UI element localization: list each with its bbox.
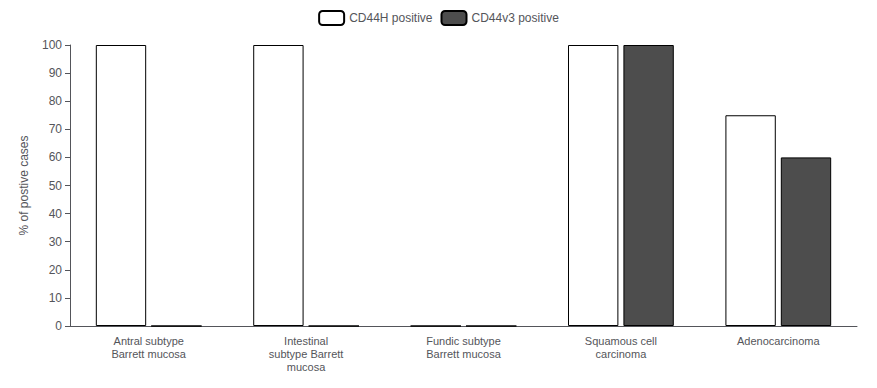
svg-text:Squamous cell: Squamous cell bbox=[585, 335, 657, 347]
svg-text:Fundic subtype: Fundic subtype bbox=[426, 335, 501, 347]
svg-text:60: 60 bbox=[49, 150, 63, 164]
svg-text:CD44v3 positive: CD44v3 positive bbox=[471, 11, 559, 25]
svg-text:mucosa: mucosa bbox=[287, 361, 326, 373]
svg-text:Adenocarcinoma: Adenocarcinoma bbox=[737, 335, 820, 347]
svg-text:10: 10 bbox=[49, 291, 63, 305]
svg-text:0: 0 bbox=[55, 319, 62, 333]
svg-text:100: 100 bbox=[42, 38, 62, 52]
svg-text:CD44H positive: CD44H positive bbox=[349, 11, 433, 25]
svg-text:80: 80 bbox=[49, 94, 63, 108]
svg-text:50: 50 bbox=[49, 179, 63, 193]
svg-text:Barrett mucosa: Barrett mucosa bbox=[426, 348, 501, 360]
svg-text:70: 70 bbox=[49, 122, 63, 136]
svg-text:subtype Barrett: subtype Barrett bbox=[269, 348, 344, 360]
svg-text:Barrett mucosa: Barrett mucosa bbox=[111, 348, 186, 360]
svg-text:% of postive cases: % of postive cases bbox=[17, 135, 31, 235]
svg-text:Antral subtype: Antral subtype bbox=[114, 335, 184, 347]
svg-text:Intestinal: Intestinal bbox=[284, 335, 328, 347]
svg-text:40: 40 bbox=[49, 207, 63, 221]
svg-text:30: 30 bbox=[49, 235, 63, 249]
svg-text:90: 90 bbox=[49, 66, 63, 80]
svg-text:20: 20 bbox=[49, 263, 63, 277]
svg-text:carcinoma: carcinoma bbox=[596, 348, 648, 360]
